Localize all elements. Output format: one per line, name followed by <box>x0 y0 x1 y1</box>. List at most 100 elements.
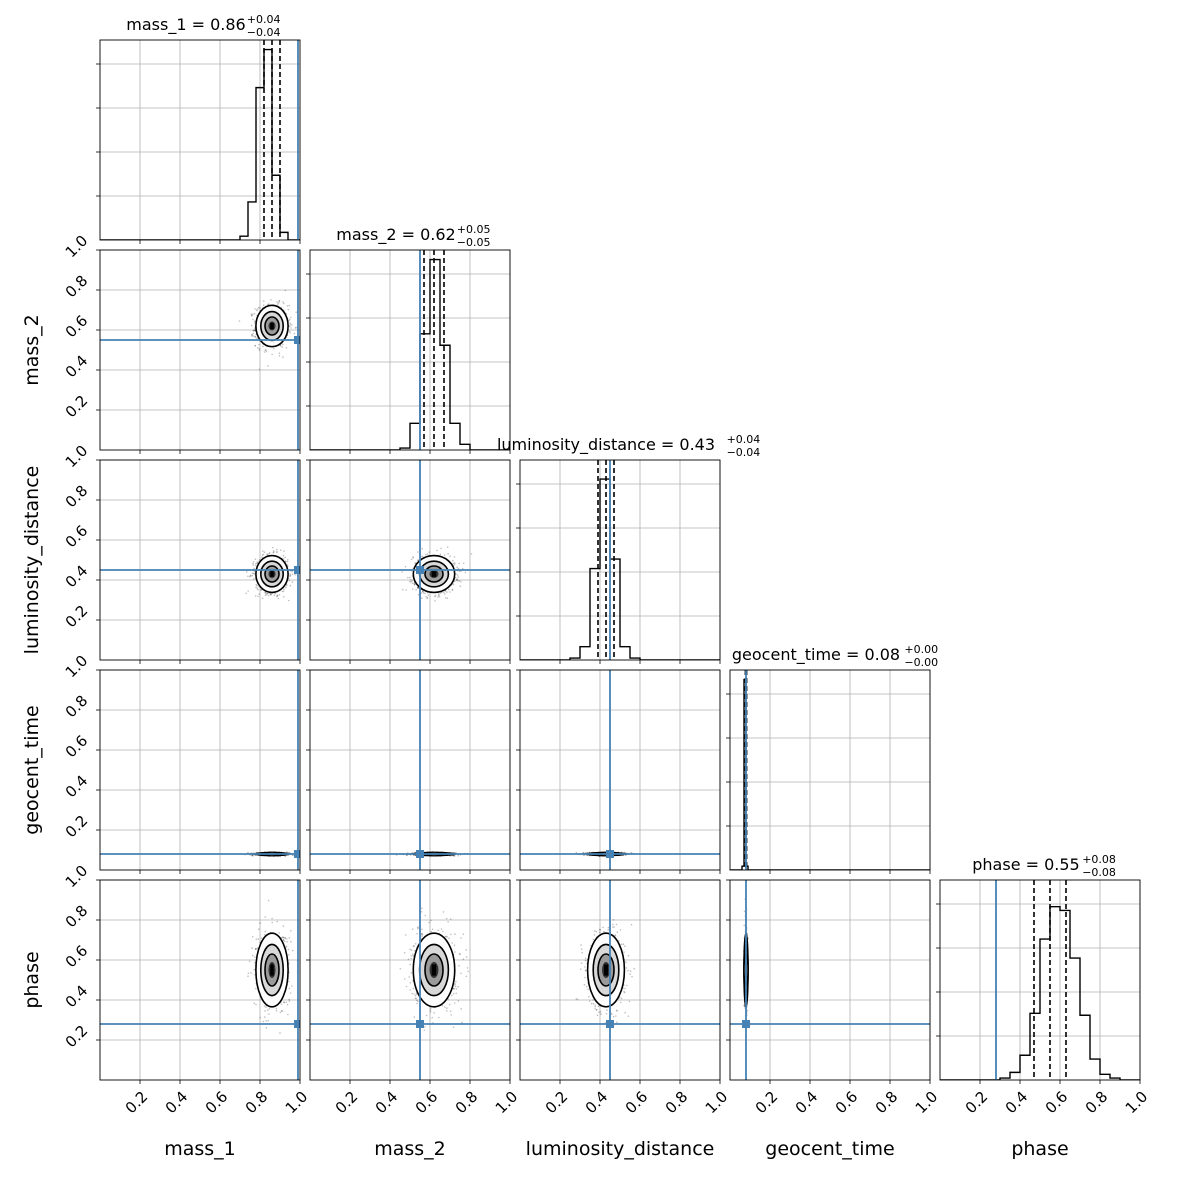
title-upper-error: +0.04 <box>247 13 281 26</box>
sample-point <box>285 586 287 589</box>
sample-point <box>447 552 449 555</box>
sample-point <box>255 309 258 312</box>
sample-point <box>417 587 420 589</box>
panel-frame <box>99 249 301 451</box>
sample-point <box>276 301 278 303</box>
sample-point <box>252 561 255 563</box>
sample-point <box>249 574 252 577</box>
sample-point <box>262 345 264 348</box>
sample-point <box>285 851 288 853</box>
sample-point <box>255 586 257 589</box>
sample-point <box>460 581 462 583</box>
sample-point <box>282 301 284 303</box>
sample-point <box>411 588 414 590</box>
sample-point <box>451 589 454 591</box>
sample-point <box>457 567 460 570</box>
sample-point <box>266 553 269 555</box>
sample-point <box>289 574 292 577</box>
y-tick-label: 0.2 <box>62 392 92 422</box>
panel-luminosity_distance-mass_2 <box>306 459 511 664</box>
sample-point <box>250 313 253 316</box>
sample-point <box>276 548 278 551</box>
sample-point <box>251 854 253 857</box>
sample-point <box>253 572 255 575</box>
sample-point <box>453 855 455 857</box>
sample-point <box>426 596 429 599</box>
sample-point <box>454 580 456 583</box>
sample-point <box>278 355 281 357</box>
sample-point <box>434 599 436 602</box>
sample-point <box>258 348 261 350</box>
sample-point <box>273 551 275 553</box>
sample-point <box>453 855 456 857</box>
sample-point <box>293 332 296 335</box>
sample-point <box>264 349 267 351</box>
sample-point <box>276 551 278 553</box>
sample-point <box>417 551 419 553</box>
sample-point <box>251 333 253 336</box>
sample-point <box>458 562 461 565</box>
truth-marker <box>294 566 300 574</box>
sample-point <box>438 593 440 595</box>
sample-point <box>413 583 416 586</box>
sample-point <box>289 323 292 326</box>
sample-point <box>289 318 291 321</box>
sample-point <box>258 368 261 371</box>
sample-point <box>440 547 442 550</box>
sample-point <box>284 855 287 858</box>
sample-point <box>267 592 269 595</box>
sample-point <box>255 562 257 565</box>
sample-point <box>258 349 261 351</box>
sample-point <box>444 590 447 592</box>
title-upper-error: +0.04 <box>727 433 761 446</box>
sample-point <box>287 599 290 602</box>
sample-point <box>417 559 420 561</box>
sample-point <box>439 592 442 594</box>
density-core <box>270 571 274 577</box>
sample-point <box>456 578 459 580</box>
sample-point <box>411 580 414 582</box>
histogram-mass_2 <box>310 258 510 450</box>
sample-point <box>284 560 287 562</box>
sample-point <box>407 576 409 579</box>
sample-point <box>255 583 257 586</box>
sample-point <box>446 591 448 593</box>
sample-point <box>271 546 274 549</box>
sample-point <box>294 574 296 576</box>
sample-point <box>428 551 431 553</box>
y-tick-label: 0.4 <box>62 562 92 592</box>
sample-point <box>415 589 417 591</box>
sample-point <box>254 335 257 338</box>
sample-point <box>417 559 419 562</box>
sample-point <box>254 345 256 347</box>
sample-point <box>257 595 259 598</box>
sample-point <box>283 595 285 598</box>
sample-point <box>249 575 251 578</box>
sample-point <box>434 595 436 598</box>
sample-point <box>290 327 293 329</box>
sample-point <box>270 593 272 596</box>
sample-point <box>255 564 257 567</box>
sample-point <box>256 561 259 564</box>
sample-point <box>287 559 289 561</box>
sample-point <box>406 854 408 857</box>
sample-point <box>258 593 261 595</box>
title-lower-error: −0.04 <box>247 26 281 39</box>
panel-mass_2-mass_1: 0.20.40.60.81.0 <box>62 232 301 454</box>
sample-point <box>262 304 265 307</box>
sample-point <box>257 347 259 349</box>
sample-point <box>277 597 280 600</box>
sample-point <box>265 350 268 353</box>
sample-point <box>291 324 293 326</box>
sample-point <box>453 562 456 564</box>
sample-point <box>270 299 272 301</box>
sample-point <box>270 594 272 596</box>
sample-point <box>278 594 281 596</box>
sample-point <box>425 595 427 598</box>
sample-point <box>261 554 264 556</box>
sample-point <box>264 594 267 597</box>
y-tick-label: 0.2 <box>62 812 92 842</box>
sample-point <box>272 550 275 552</box>
sample-point <box>410 558 413 561</box>
sample-point <box>438 594 440 596</box>
